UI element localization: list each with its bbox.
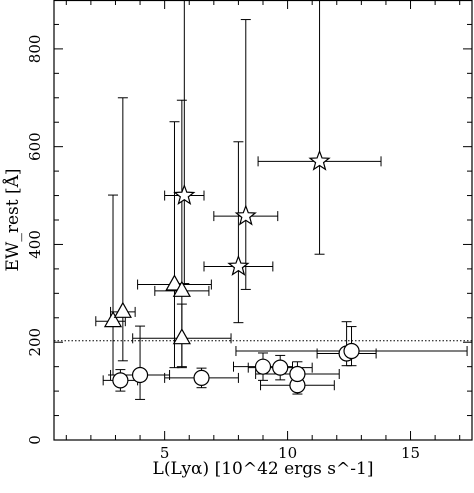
circle-point xyxy=(343,342,360,360)
x-tick-label: 15 xyxy=(401,444,420,462)
x-axis-title: L(Lyα) [10^42 ergs s^-1] xyxy=(153,459,374,479)
circle-point xyxy=(112,372,129,389)
x-tick-label: 10 xyxy=(278,444,297,462)
axes-layer: 5 10 15 0 200 400 600 800 xyxy=(26,0,473,462)
y-tick-label: 200 xyxy=(26,328,44,357)
y-tick-label: 800 xyxy=(26,35,44,64)
triangle-point xyxy=(172,328,191,345)
error-bar-layer xyxy=(95,0,468,400)
x-tick-label: 5 xyxy=(160,444,170,462)
circle-point xyxy=(272,359,289,376)
circle-point xyxy=(131,366,149,384)
y-tick-label: 0 xyxy=(26,435,44,445)
star-point xyxy=(308,149,331,171)
triangle-point xyxy=(172,280,191,297)
star-point xyxy=(234,204,257,226)
y-tick-label: 400 xyxy=(26,230,44,259)
circle-point xyxy=(193,369,210,387)
circle-point xyxy=(254,358,272,375)
circle-point xyxy=(289,365,306,383)
star-point xyxy=(227,254,250,276)
marker-layer xyxy=(103,149,360,394)
triangle-point xyxy=(103,310,123,328)
triangle-point xyxy=(113,301,132,318)
triangle-point xyxy=(165,274,184,291)
y-axis-title: EW_rest [Å] xyxy=(2,168,23,271)
star-point xyxy=(173,183,196,206)
y-tick-label: 600 xyxy=(26,132,44,161)
